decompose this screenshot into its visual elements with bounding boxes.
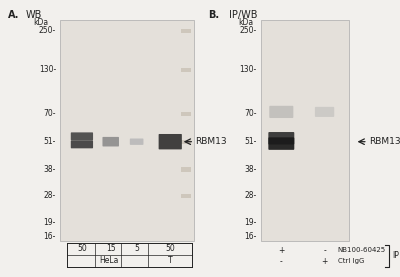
Text: 51-: 51- bbox=[44, 137, 56, 146]
FancyBboxPatch shape bbox=[315, 107, 334, 117]
Bar bbox=[261, 20, 349, 241]
Text: 28-: 28- bbox=[44, 191, 56, 200]
Text: 130-: 130- bbox=[39, 65, 56, 74]
FancyBboxPatch shape bbox=[268, 137, 294, 150]
Text: kDa: kDa bbox=[33, 17, 48, 27]
Text: 70-: 70- bbox=[244, 109, 257, 118]
Text: 28-: 28- bbox=[245, 191, 257, 200]
Text: 250-: 250- bbox=[240, 26, 257, 35]
Text: IP/WB: IP/WB bbox=[229, 9, 257, 20]
Text: 16-: 16- bbox=[244, 232, 257, 241]
Bar bbox=[60, 20, 194, 241]
Text: 50: 50 bbox=[77, 244, 87, 253]
Text: NB100-60425: NB100-60425 bbox=[338, 247, 386, 253]
Text: WB: WB bbox=[25, 9, 42, 20]
Text: RBM13: RBM13 bbox=[369, 137, 400, 146]
FancyBboxPatch shape bbox=[269, 106, 293, 118]
Text: 250-: 250- bbox=[39, 26, 56, 35]
Text: IP: IP bbox=[392, 251, 399, 260]
Text: -: - bbox=[280, 257, 283, 266]
Bar bbox=[181, 168, 191, 172]
FancyBboxPatch shape bbox=[71, 132, 93, 140]
Text: -: - bbox=[323, 246, 326, 255]
Text: 19-: 19- bbox=[244, 218, 257, 227]
Text: 15: 15 bbox=[106, 244, 116, 253]
Text: 130-: 130- bbox=[240, 65, 257, 74]
Text: 38-: 38- bbox=[44, 165, 56, 174]
Bar bbox=[181, 29, 191, 34]
Bar bbox=[181, 112, 191, 116]
FancyBboxPatch shape bbox=[102, 137, 119, 147]
Text: 38-: 38- bbox=[244, 165, 257, 174]
Bar bbox=[181, 68, 191, 72]
FancyBboxPatch shape bbox=[159, 134, 182, 149]
Bar bbox=[181, 140, 191, 144]
Text: A.: A. bbox=[8, 9, 19, 20]
Text: +: + bbox=[278, 246, 284, 255]
Text: Ctrl IgG: Ctrl IgG bbox=[338, 258, 364, 264]
Text: 50: 50 bbox=[165, 244, 175, 253]
Text: 70-: 70- bbox=[44, 109, 56, 118]
Text: 19-: 19- bbox=[44, 218, 56, 227]
Bar bbox=[181, 194, 191, 198]
Text: 5: 5 bbox=[134, 244, 139, 253]
Text: B.: B. bbox=[208, 9, 219, 20]
Text: +: + bbox=[321, 257, 328, 266]
FancyBboxPatch shape bbox=[268, 132, 294, 145]
Text: 51-: 51- bbox=[244, 137, 257, 146]
Text: T: T bbox=[168, 256, 172, 265]
Text: 16-: 16- bbox=[44, 232, 56, 241]
Text: kDa: kDa bbox=[238, 17, 253, 27]
FancyBboxPatch shape bbox=[71, 140, 93, 148]
Text: RBM13: RBM13 bbox=[195, 137, 227, 146]
Text: HeLa: HeLa bbox=[100, 256, 119, 265]
FancyBboxPatch shape bbox=[130, 138, 144, 145]
